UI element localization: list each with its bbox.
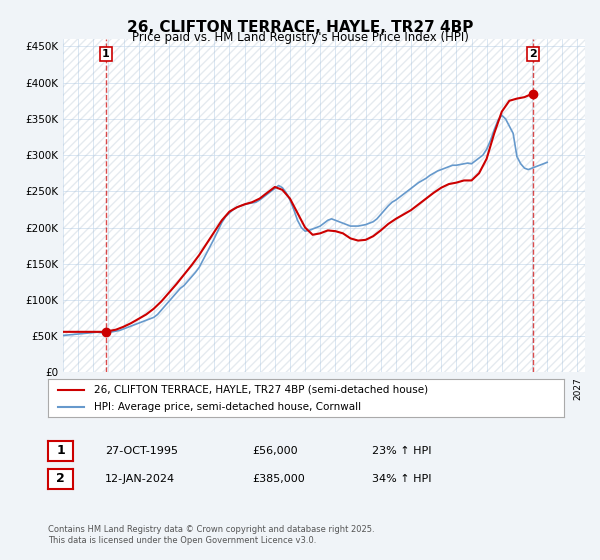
Text: £56,000: £56,000 — [252, 446, 298, 456]
Text: 2: 2 — [56, 472, 65, 486]
Text: 34% ↑ HPI: 34% ↑ HPI — [372, 474, 431, 484]
Text: £385,000: £385,000 — [252, 474, 305, 484]
Text: 1: 1 — [102, 49, 110, 59]
Text: 26, CLIFTON TERRACE, HAYLE, TR27 4BP (semi-detached house): 26, CLIFTON TERRACE, HAYLE, TR27 4BP (se… — [94, 385, 428, 395]
Text: 26, CLIFTON TERRACE, HAYLE, TR27 4BP: 26, CLIFTON TERRACE, HAYLE, TR27 4BP — [127, 20, 473, 35]
Text: 27-OCT-1995: 27-OCT-1995 — [105, 446, 178, 456]
Text: 23% ↑ HPI: 23% ↑ HPI — [372, 446, 431, 456]
Text: Price paid vs. HM Land Registry's House Price Index (HPI): Price paid vs. HM Land Registry's House … — [131, 31, 469, 44]
Text: Contains HM Land Registry data © Crown copyright and database right 2025.
This d: Contains HM Land Registry data © Crown c… — [48, 525, 374, 545]
Text: HPI: Average price, semi-detached house, Cornwall: HPI: Average price, semi-detached house,… — [94, 402, 362, 412]
Text: 1: 1 — [56, 444, 65, 458]
Text: 2: 2 — [529, 49, 536, 59]
Text: 12-JAN-2024: 12-JAN-2024 — [105, 474, 175, 484]
